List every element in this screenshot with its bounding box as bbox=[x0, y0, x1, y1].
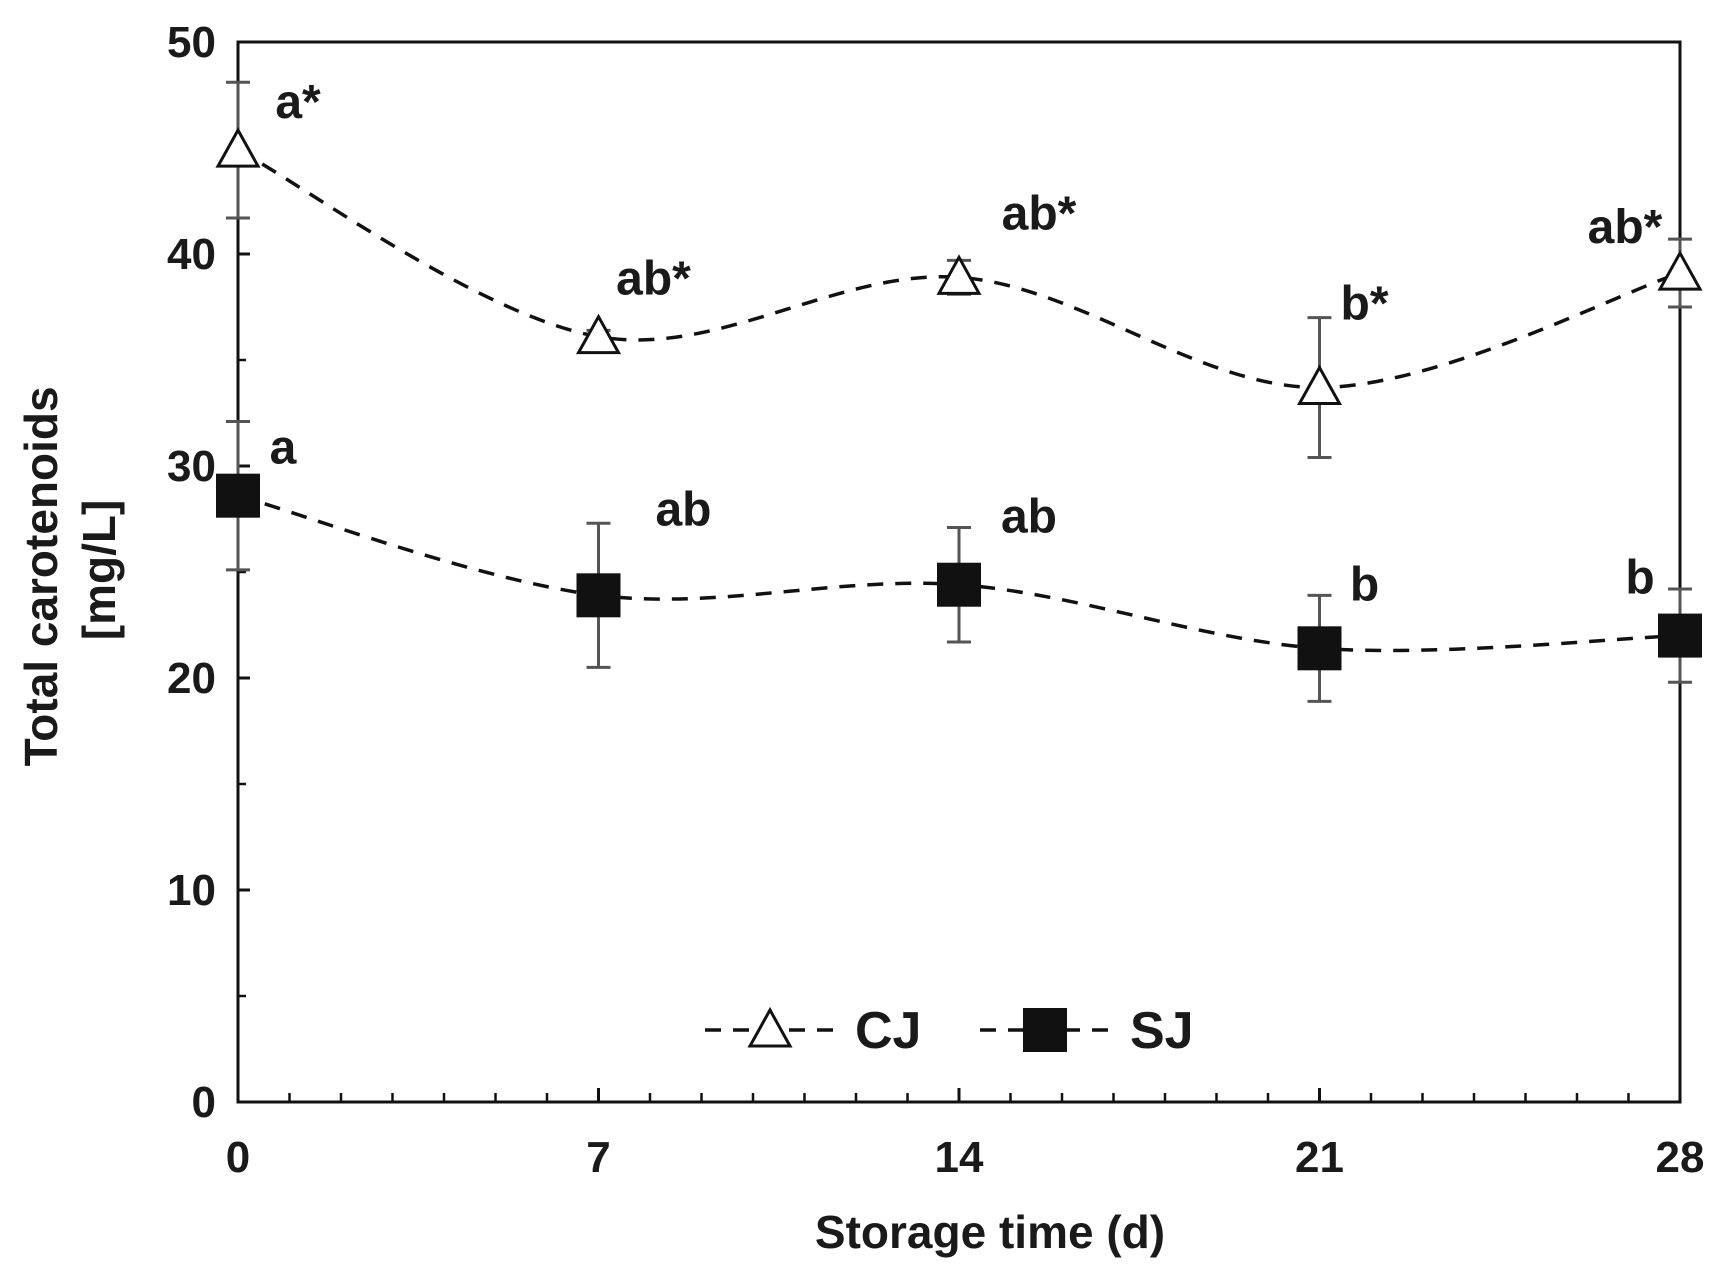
data-point-cj bbox=[215, 127, 261, 168]
data-point-sj bbox=[937, 562, 981, 607]
legend-label: SJ bbox=[1130, 1002, 1194, 1060]
y-tick-label: 50 bbox=[167, 18, 216, 67]
data-point-cj bbox=[1657, 249, 1703, 291]
series-layer: a* ab* ab* b* ab* a ab ab b b bbox=[215, 76, 1703, 703]
series-line-cj bbox=[237, 148, 1681, 390]
data-point-sj bbox=[576, 573, 621, 618]
significance-label: b bbox=[1350, 558, 1379, 611]
significance-label: ab bbox=[1001, 491, 1057, 544]
y-tick-label: 20 bbox=[167, 654, 216, 703]
y-tick-label: 10 bbox=[167, 866, 216, 915]
x-tick-label: 14 bbox=[935, 1133, 984, 1182]
significance-label: b* bbox=[1341, 278, 1389, 331]
significance-label: a bbox=[270, 422, 297, 475]
series-cj: a* ab* ab* b* ab* bbox=[215, 76, 1703, 460]
data-point-sj bbox=[1658, 613, 1702, 658]
legend-item-cj: CJ bbox=[705, 1002, 921, 1060]
ticks: 0 10 20 30 40 50 0 7 14 21 28 bbox=[167, 18, 1704, 1182]
significance-label: ab* bbox=[1588, 201, 1663, 254]
y-axis-title-line-2: [mg/L] bbox=[73, 500, 125, 641]
legend-marker bbox=[1023, 1008, 1067, 1052]
y-tick-label: 30 bbox=[167, 442, 216, 491]
legend-item-sj: SJ bbox=[980, 1002, 1194, 1060]
y-tick-label: 0 bbox=[192, 1078, 216, 1127]
legend-marker bbox=[747, 1006, 793, 1048]
x-tick-label: 0 bbox=[226, 1133, 250, 1182]
legend-label: CJ bbox=[855, 1002, 921, 1060]
y-axis-title: Total carotenoids [mg/L] bbox=[15, 374, 125, 767]
significance-label: ab* bbox=[616, 253, 691, 306]
y-axis-title-line-1: Total carotenoids bbox=[15, 386, 67, 766]
significance-label: ab bbox=[655, 483, 711, 536]
significance-label: a* bbox=[275, 76, 321, 129]
legend: CJ SJ bbox=[705, 1002, 1194, 1060]
significance-label: b bbox=[1625, 552, 1654, 605]
x-tick-label: 7 bbox=[586, 1133, 610, 1182]
x-tick-label: 21 bbox=[1295, 1133, 1344, 1182]
x-axis-title: Storage time (d) bbox=[815, 1206, 1165, 1258]
significance-label: ab* bbox=[1002, 187, 1077, 240]
data-point-cj bbox=[1296, 364, 1343, 406]
y-tick-label: 40 bbox=[167, 230, 216, 279]
data-point-cj bbox=[936, 254, 982, 295]
data-point-cj bbox=[575, 313, 622, 355]
series-sj: a ab ab b b bbox=[216, 419, 1702, 703]
data-point-sj bbox=[1297, 626, 1342, 671]
x-tick-label: 28 bbox=[1656, 1133, 1705, 1182]
data-point-sj bbox=[216, 473, 260, 518]
